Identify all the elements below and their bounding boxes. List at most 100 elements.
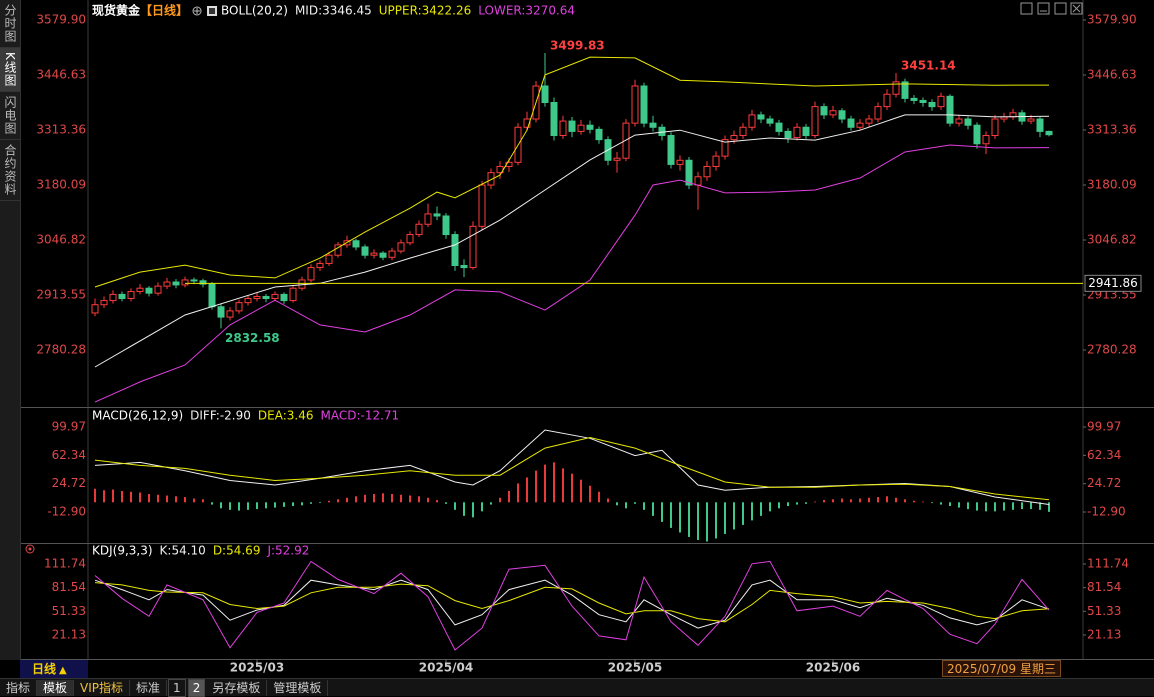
toolbar: 指标 模板 VIP指标 标准 1 2 另存模板 管理模板	[0, 678, 1154, 697]
macd-bar	[130, 491, 132, 503]
y-tick-label: 2780.28	[1087, 342, 1137, 356]
macd-bar	[148, 494, 150, 503]
candle-body	[145, 287, 153, 294]
toolbar-item[interactable]: 管理模板	[267, 679, 329, 696]
macd-bar	[760, 502, 762, 516]
candle-body	[829, 110, 837, 116]
candle-body	[127, 291, 135, 300]
legend-item: K:54.10	[160, 544, 206, 558]
candle-body	[478, 184, 486, 227]
macd-bar	[1039, 502, 1041, 510]
y-tick-label: 81.54	[52, 580, 86, 594]
toolbar-item[interactable]: 指标	[0, 679, 38, 696]
macd-bar	[292, 502, 294, 507]
macd-bar	[382, 493, 384, 503]
candle-body	[937, 95, 945, 108]
candle-body	[568, 120, 576, 132]
toolbar-item[interactable]: 另存模板	[206, 679, 268, 696]
macd-bar	[535, 470, 537, 503]
y-tick-label: 51.33	[52, 604, 86, 618]
macd-bar	[346, 497, 348, 503]
toolbar-item[interactable]: 2	[187, 678, 206, 697]
macd-bar	[121, 490, 123, 503]
icon-minimize[interactable]	[1037, 2, 1050, 15]
high-annotation: 3499.83	[550, 39, 605, 53]
candle-body	[694, 176, 702, 186]
candle-body	[550, 102, 558, 137]
macd-bar	[877, 497, 879, 503]
macd-bar	[508, 490, 510, 503]
macd-bar	[1030, 502, 1032, 510]
macd-bar	[967, 502, 969, 510]
candle-body	[541, 85, 549, 104]
y-tick-label: 3046.82	[1087, 233, 1137, 247]
candle-body	[91, 304, 99, 314]
candle-body	[901, 81, 909, 99]
candle-body	[136, 287, 144, 293]
candle-body	[316, 262, 324, 269]
candle-body	[388, 250, 396, 258]
window-icons[interactable]	[1020, 2, 1083, 15]
candle-body	[352, 240, 360, 248]
candle-body	[406, 234, 414, 244]
macd-bar	[679, 502, 681, 533]
macd-bar	[985, 502, 987, 512]
icon-close[interactable]	[1070, 2, 1083, 15]
sidebar-tab[interactable]: K线图	[0, 48, 20, 92]
macd-bar	[832, 499, 834, 503]
toolbar-item[interactable]: 1	[168, 678, 186, 697]
candle-body	[703, 165, 711, 178]
macd-bar	[859, 498, 861, 503]
macd-bar	[625, 502, 627, 509]
macd-bar	[1021, 502, 1023, 510]
candle-body	[181, 279, 189, 286]
y-tick-label: 3446.63	[1087, 68, 1137, 82]
icon-move[interactable]	[1020, 2, 1033, 15]
candle-body	[865, 118, 873, 124]
candle-body	[298, 279, 306, 289]
candle-body	[919, 99, 927, 104]
candle-body	[523, 118, 531, 128]
toolbar-item[interactable]: 标准	[130, 679, 168, 696]
y-tick-label: 111.74	[1087, 556, 1129, 570]
candle-body	[820, 106, 828, 116]
candle-body	[262, 295, 270, 300]
macd-bar	[436, 500, 438, 503]
candle-body	[928, 102, 936, 108]
candle-body	[595, 128, 603, 141]
candle-body	[109, 293, 117, 302]
candle-body	[199, 280, 207, 285]
macd-bar	[1012, 502, 1014, 510]
toolbar-item[interactable]: 模板	[37, 679, 75, 696]
macd-bar	[940, 502, 942, 505]
y-tick-label: 62.34	[1087, 448, 1121, 462]
y-tick-label: 3579.90	[36, 13, 86, 27]
sidebar-tab[interactable]: 闪电图	[0, 92, 20, 140]
macd-bar	[283, 502, 285, 507]
kdj-settings-icon[interactable]	[25, 544, 35, 554]
macd-bar	[1048, 502, 1050, 512]
macd-bar	[499, 497, 501, 503]
period-selector[interactable]: 日线 ▲	[20, 660, 88, 678]
y-tick-label: -12.90	[47, 505, 86, 519]
macd-bar	[409, 495, 411, 503]
candle-body	[172, 281, 180, 286]
macd-bar	[607, 498, 609, 503]
candle-body	[235, 302, 243, 312]
y-tick-label: 62.34	[52, 448, 86, 462]
toolbar-item[interactable]: VIP指标	[74, 679, 131, 696]
legend-item: DIFF:-2.90	[190, 409, 251, 423]
legend-item: UPPER:3422.26	[379, 4, 471, 18]
candle-body	[460, 265, 468, 269]
icon-maximize[interactable]	[1054, 2, 1067, 15]
candle-body	[118, 293, 126, 300]
candle-body	[424, 213, 432, 225]
macd-bar	[949, 502, 951, 507]
candle-body	[397, 242, 405, 252]
sidebar-tab[interactable]: 合约资料	[0, 140, 20, 201]
macd-bar	[787, 502, 789, 507]
macd-bar	[724, 502, 726, 534]
candle-body	[748, 114, 756, 128]
candle-body	[964, 118, 972, 126]
sidebar-tab[interactable]: 分时图	[0, 0, 20, 48]
